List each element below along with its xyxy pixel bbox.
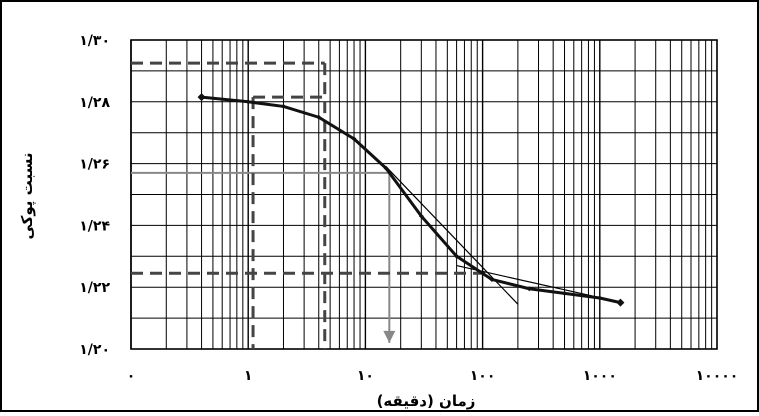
ticks: ۰ ۱ ۱۰ ۱۰۰ ۱۰۰۰ ۱۰۰۰۰ ۱/۲۰ ۱/۲۲ ۱/۲۴ ۱/۲۶ ۱/۲۸ ۱/۳۰ [79,33,738,384]
y-tick-label: ۱/۲۲ [79,280,110,296]
grid [130,39,718,350]
data-point [454,253,460,259]
annotations [131,61,595,349]
data-point [351,136,357,142]
series [197,93,625,307]
data-point [489,276,495,282]
data-point [245,99,251,105]
data-point [316,114,322,120]
data-point [562,290,568,296]
arrow-head [383,330,396,343]
data-point [418,213,424,219]
x-tick-label: ۱۰۰ [470,368,496,384]
data-point [597,295,603,301]
y-tick-label: ۱/۲۸ [79,95,110,111]
y-tick-label: ۱/۲۰ [79,342,110,358]
x-axis-label: زمان (دقیقه) [377,392,476,410]
x-tick-label: ۱۰۰۰ [583,368,617,384]
y-tick-label: ۱/۲۶ [79,157,110,173]
data-point [280,103,286,109]
tangent-line [385,166,519,305]
data-point [616,298,625,307]
x-tick-label: ۱۰۰۰۰ [696,368,739,384]
x-tick-label: ۱ [244,368,253,384]
data-point [383,165,389,171]
x-tick-label: ۰ [127,368,136,384]
data-point [526,286,532,292]
x-tick-label: ۱۰ [357,368,374,384]
y-axis-label: نسبت پوکی [18,152,37,239]
data-point [197,93,206,102]
y-tick-label: ۱/۳۰ [79,33,110,49]
y-tick-label: ۱/۲۴ [79,218,110,234]
